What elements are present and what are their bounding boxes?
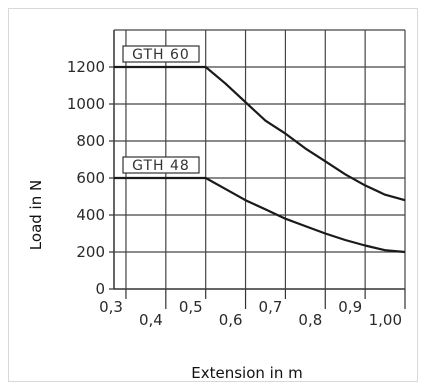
x-tick-label: 0,5 <box>179 298 203 316</box>
y-tick-label: 1200 <box>67 58 105 76</box>
x-tick-label: 0,6 <box>219 311 243 329</box>
y-axis-label: Load in N <box>27 180 45 250</box>
series-label-box <box>122 45 200 63</box>
y-tick-label: 0 <box>95 280 105 298</box>
x-tick-label: 0,9 <box>338 298 362 316</box>
y-tick-label: 400 <box>76 206 105 224</box>
x-tick-label: 0,4 <box>139 311 163 329</box>
chart-frame <box>8 8 418 382</box>
series-label: GTH 48 <box>132 158 190 174</box>
series-label: GTH 60 <box>132 47 190 63</box>
x-axis-ticks: 0,3 0,4 0,5 0,6 0,7 0,8 0,9 1,00 <box>99 289 406 329</box>
y-tick-label: 200 <box>76 243 105 261</box>
y-axis-ticks: 0 200 400 600 800 1000 1200 <box>67 58 114 298</box>
x-tick-label: 0,3 <box>99 298 123 316</box>
x-tick-label: 1,00 <box>369 311 402 329</box>
series-label-box <box>122 156 200 174</box>
y-tick-label: 800 <box>76 132 105 150</box>
y-tick-label: 600 <box>76 169 105 187</box>
x-tick-label: 0,8 <box>298 311 322 329</box>
x-tick-label: 0,7 <box>259 298 283 316</box>
series-line <box>114 176 406 254</box>
x-axis-label: Extension in m <box>191 364 302 382</box>
y-tick-label: 1000 <box>67 95 105 113</box>
series-line <box>114 65 406 202</box>
series-layer: GTH 60 GTH 48 <box>114 45 406 254</box>
